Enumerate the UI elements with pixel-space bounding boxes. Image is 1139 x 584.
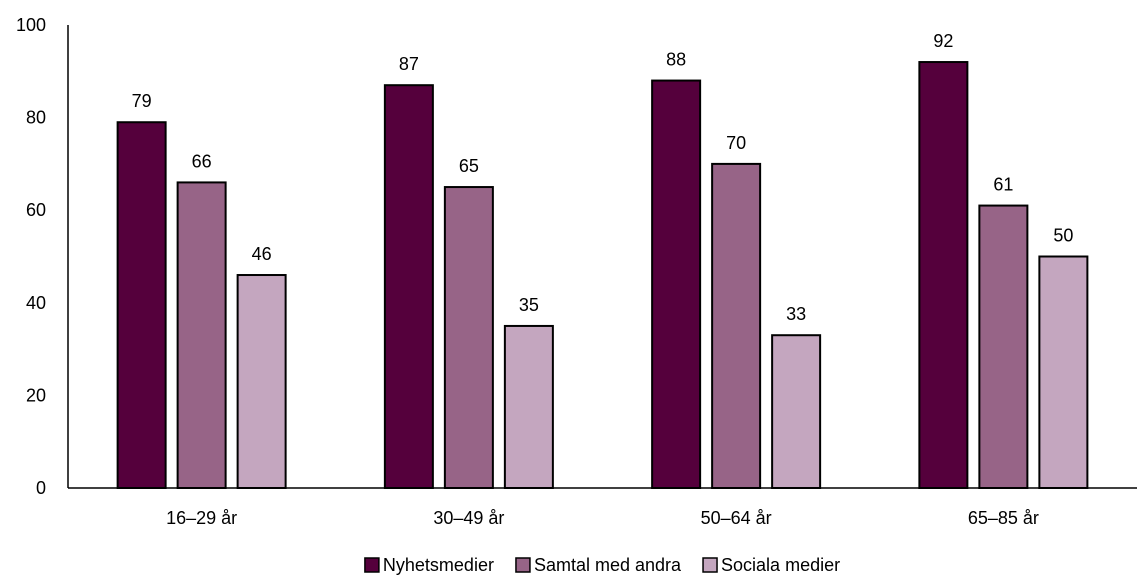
data-label: 46: [252, 244, 272, 264]
data-label: 61: [993, 175, 1013, 195]
bars: [116, 61, 1089, 490]
y-tick-label: 60: [26, 200, 46, 220]
bar-samtal-med-andra: [711, 162, 762, 489]
data-label: 79: [132, 91, 152, 111]
y-tick-label: 20: [26, 385, 46, 405]
y-tick-label: 80: [26, 108, 46, 128]
bar-nyhetsmedier: [116, 121, 167, 489]
x-axis-category-labels: 16–29 år 30–49 år 50–64 år 65–85 år: [166, 508, 1039, 528]
y-tick-label: 0: [36, 478, 46, 498]
data-label: 35: [519, 295, 539, 315]
data-label: 66: [192, 151, 212, 171]
x-category-label: 16–29 år: [166, 508, 237, 528]
bar-sociala-medier: [503, 324, 554, 490]
legend-swatch: [364, 557, 380, 573]
y-tick-label: 100: [16, 15, 46, 35]
bar-sociala-medier: [771, 334, 822, 489]
bar-sociala-medier: [1038, 255, 1089, 489]
y-axis-ticks: 0 20 40 60 80 100: [16, 15, 46, 498]
x-category-label: 65–85 år: [968, 508, 1039, 528]
data-label: 50: [1053, 226, 1073, 246]
x-category-label: 50–64 år: [701, 508, 772, 528]
bar-samtal-med-andra: [443, 186, 494, 490]
legend-label: Sociala medier: [721, 555, 840, 575]
bar-nyhetsmedier: [651, 79, 702, 489]
data-labels: 79 66 46 87 65 35 88 70 33 92 61 50: [132, 31, 1074, 324]
bar-nyhetsmedier: [918, 61, 969, 489]
data-label: 70: [726, 133, 746, 153]
bar-sociala-medier: [236, 274, 287, 489]
bar-samtal-med-andra: [978, 204, 1029, 489]
bar-nyhetsmedier: [383, 84, 434, 489]
data-label: 92: [933, 31, 953, 51]
axes: [67, 25, 1137, 489]
legend-swatch: [702, 557, 718, 573]
data-label: 88: [666, 50, 686, 70]
legend: Nyhetsmedier Samtal med andra Sociala medi…: [364, 555, 840, 575]
bar-samtal-med-andra: [176, 181, 227, 489]
x-category-label: 30–49 år: [433, 508, 504, 528]
legend-swatch: [515, 557, 531, 573]
data-label: 65: [459, 156, 479, 176]
data-label: 33: [786, 304, 806, 324]
data-label: 87: [399, 54, 419, 74]
legend-label: Samtal med andra: [534, 555, 682, 575]
legend-label: Nyhetsmedier: [383, 555, 494, 575]
y-tick-label: 40: [26, 293, 46, 313]
